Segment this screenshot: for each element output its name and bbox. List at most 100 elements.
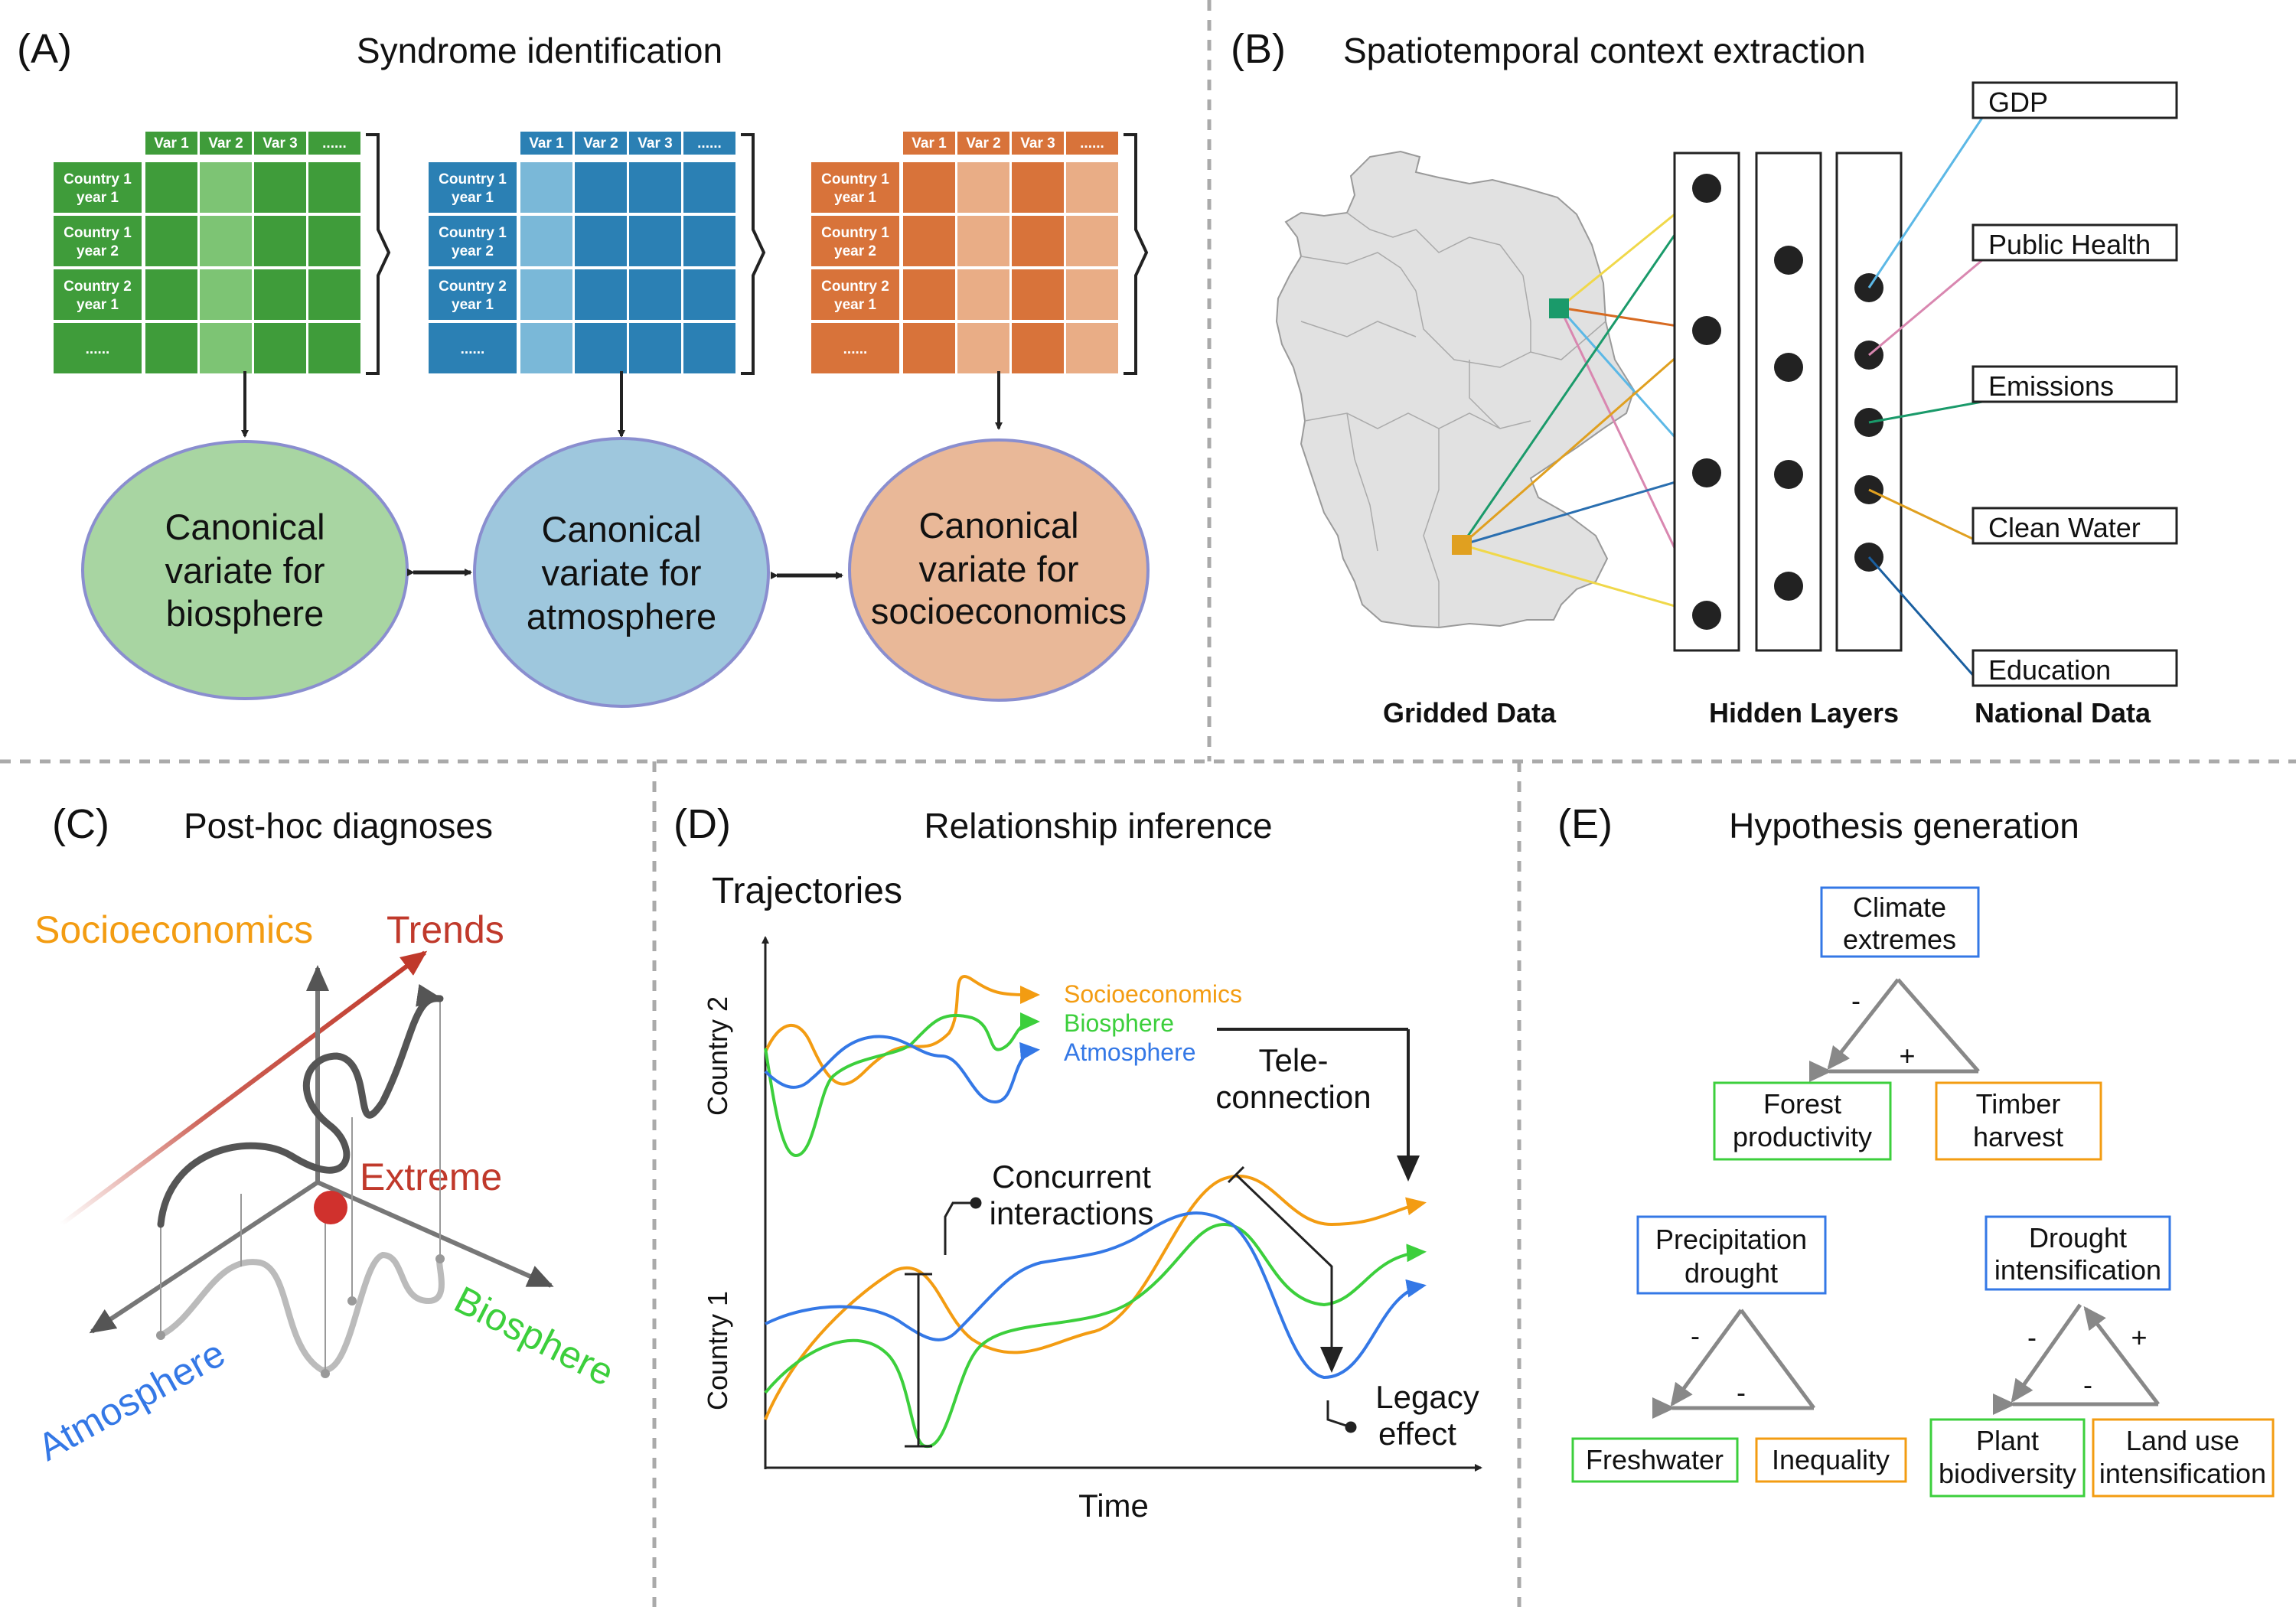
concurrent-line1: Concurrent (992, 1159, 1151, 1195)
national-connectors (1867, 117, 1984, 686)
country1-series (764, 1174, 1427, 1449)
national-label-clean-water: Clean Water (1988, 512, 2141, 543)
var-header: Var 2 (966, 135, 1000, 152)
label-trends: Trends (386, 908, 504, 951)
label-gridded-data: Gridded Data (1383, 697, 1557, 729)
t3-right-line1: Land use (2126, 1425, 2239, 1456)
ellipse-atm-line3: atmosphere (527, 596, 716, 637)
row-header: year 1 (452, 297, 494, 313)
ellipse-bio-line3: biosphere (166, 593, 324, 634)
national-label-education: Education (1988, 654, 2111, 686)
extreme-point (314, 1191, 347, 1224)
var-header: Var 1 (154, 135, 189, 152)
panel-a: (A) Syndrome identification Var 1 Var 2 Va… (17, 26, 1150, 708)
var-header: ...... (697, 135, 722, 152)
row-header: Country 1 (821, 171, 889, 187)
row-header: ...... (843, 341, 868, 357)
var-header: Var 2 (583, 135, 618, 152)
row-header: Country 1 (64, 225, 132, 241)
var-header: Var 2 (208, 135, 243, 152)
row-header: year 1 (452, 190, 494, 206)
panel-b: (B) Spatiotemporal context extraction (1231, 26, 2178, 729)
t3-top-line1: Drought (2029, 1222, 2127, 1253)
t3-sign-right: + (2131, 1322, 2147, 1353)
data-tables: Var 1 Var 2 Var 3 ...... Country 1 year 1 Coun… (54, 132, 1149, 375)
t2-sign-bottom: - (1737, 1377, 1746, 1408)
trajectory-3d (157, 983, 444, 1228)
label-atmosphere: Atmosphere (31, 1332, 232, 1469)
panel-a-letter: (A) (17, 26, 72, 72)
t3-left-line1: Plant (1976, 1425, 2039, 1456)
t2-right-line1: Inequality (1772, 1444, 1890, 1475)
national-label-gdp: GDP (1988, 86, 2048, 118)
ellipse-biosphere: Canonical variate for biosphere (81, 440, 409, 700)
t2-left-line1: Freshwater (1586, 1444, 1724, 1475)
grid-cell-north (1549, 298, 1569, 318)
label-national-data: National Data (1975, 697, 2151, 729)
data-table-soc: Var 1 Var 2 Var 3 ...... Country 1 year 1 Coun… (811, 132, 1149, 375)
label-hidden-layers: Hidden Layers (1709, 697, 1899, 729)
panel-b-letter: (B) (1231, 26, 1286, 72)
row-header: year 2 (77, 243, 119, 259)
axis-label-country2: Country 2 (702, 996, 733, 1116)
label-extreme: Extreme (360, 1156, 502, 1198)
t1-sign-bottom: + (1899, 1040, 1915, 1071)
ellipse-atm-line1: Canonical (541, 509, 701, 549)
national-label-public-health: Public Health (1988, 229, 2151, 260)
ellipse-bio-line1: Canonical (165, 507, 325, 547)
concurrent-interaction-marker (905, 1197, 982, 1448)
hypothesis-triangle-1: Climate extremes - + Forest productivity… (1713, 886, 2102, 1161)
canonical-links (407, 569, 843, 579)
panel-c: (C) Post-hoc diagnoses Socioeconomics Tr… (31, 801, 621, 1469)
axes-3d (89, 965, 554, 1334)
ellipse-atmosphere: Canonical variate for atmosphere (473, 437, 770, 708)
row-header: Country 2 (821, 279, 889, 295)
label-socioeconomics: Socioeconomics (34, 908, 313, 951)
legacy-line2: effect (1378, 1416, 1456, 1452)
t1-top-line2: extremes (1843, 924, 1956, 955)
t2-sign-left: - (1691, 1320, 1700, 1351)
ellipse-atm-line2: variate for (542, 553, 702, 593)
t3-sign-left: - (2027, 1322, 2037, 1353)
trajectory-projection (156, 999, 445, 1378)
legend-biosphere: Biosphere (1064, 1009, 1174, 1037)
t1-right-line1: Timber (1976, 1088, 2061, 1120)
hypothesis-triangle-2: Precipitation drought - - Freshwater Ine… (1571, 1215, 1907, 1483)
row-header: Country 2 (64, 279, 132, 295)
legend-atmosphere: Atmosphere (1064, 1038, 1196, 1066)
hypothesis-triangle-3: Drought intensification - + - Plant biod… (1929, 1215, 2275, 1498)
trend-arrow (60, 950, 428, 1227)
var-header: Var 3 (1020, 135, 1055, 152)
row-header: Country 1 (64, 171, 132, 187)
var-header: Var 1 (912, 135, 947, 152)
t1-top-line1: Climate (1853, 892, 1946, 923)
hidden-layers (1673, 152, 1903, 652)
teleconnection-line1: Tele- (1258, 1042, 1328, 1078)
panel-a-title: Syndrome identification (357, 31, 722, 70)
national-label-boxes (1971, 81, 2178, 687)
ellipse-socioeconomics: Canonical variate for socioeconomics (848, 438, 1150, 702)
axis-label-time: Time (1078, 1488, 1149, 1524)
legacy-effect-arrow (1227, 1165, 1357, 1433)
panel-c-title: Post-hoc diagnoses (184, 806, 493, 846)
var-header: Var 3 (263, 135, 297, 152)
concurrent-line2: interactions (990, 1195, 1154, 1231)
legend-socioeconomics: Socioeconomics (1064, 980, 1242, 1008)
label-biosphere: Biosphere (448, 1278, 621, 1394)
panel-d-letter: (D) (673, 801, 731, 847)
axes (762, 936, 1482, 1472)
panel-b-title: Spatiotemporal context extraction (1343, 31, 1866, 70)
var-header: Var 3 (638, 135, 672, 152)
ellipse-soc-line2: variate for (919, 549, 1079, 589)
row-header: year 1 (834, 190, 876, 206)
panel-e-title: Hypothesis generation (1729, 806, 2079, 846)
country2-series (764, 975, 1040, 1158)
t3-top-line2: intensification (1994, 1254, 2161, 1286)
trajectories-label: Trajectories (712, 871, 902, 911)
row-header: year 1 (834, 297, 876, 313)
teleconnection-arrow (1217, 1028, 1420, 1182)
var-header: ...... (322, 135, 347, 152)
row-header: Country 1 (821, 225, 889, 241)
